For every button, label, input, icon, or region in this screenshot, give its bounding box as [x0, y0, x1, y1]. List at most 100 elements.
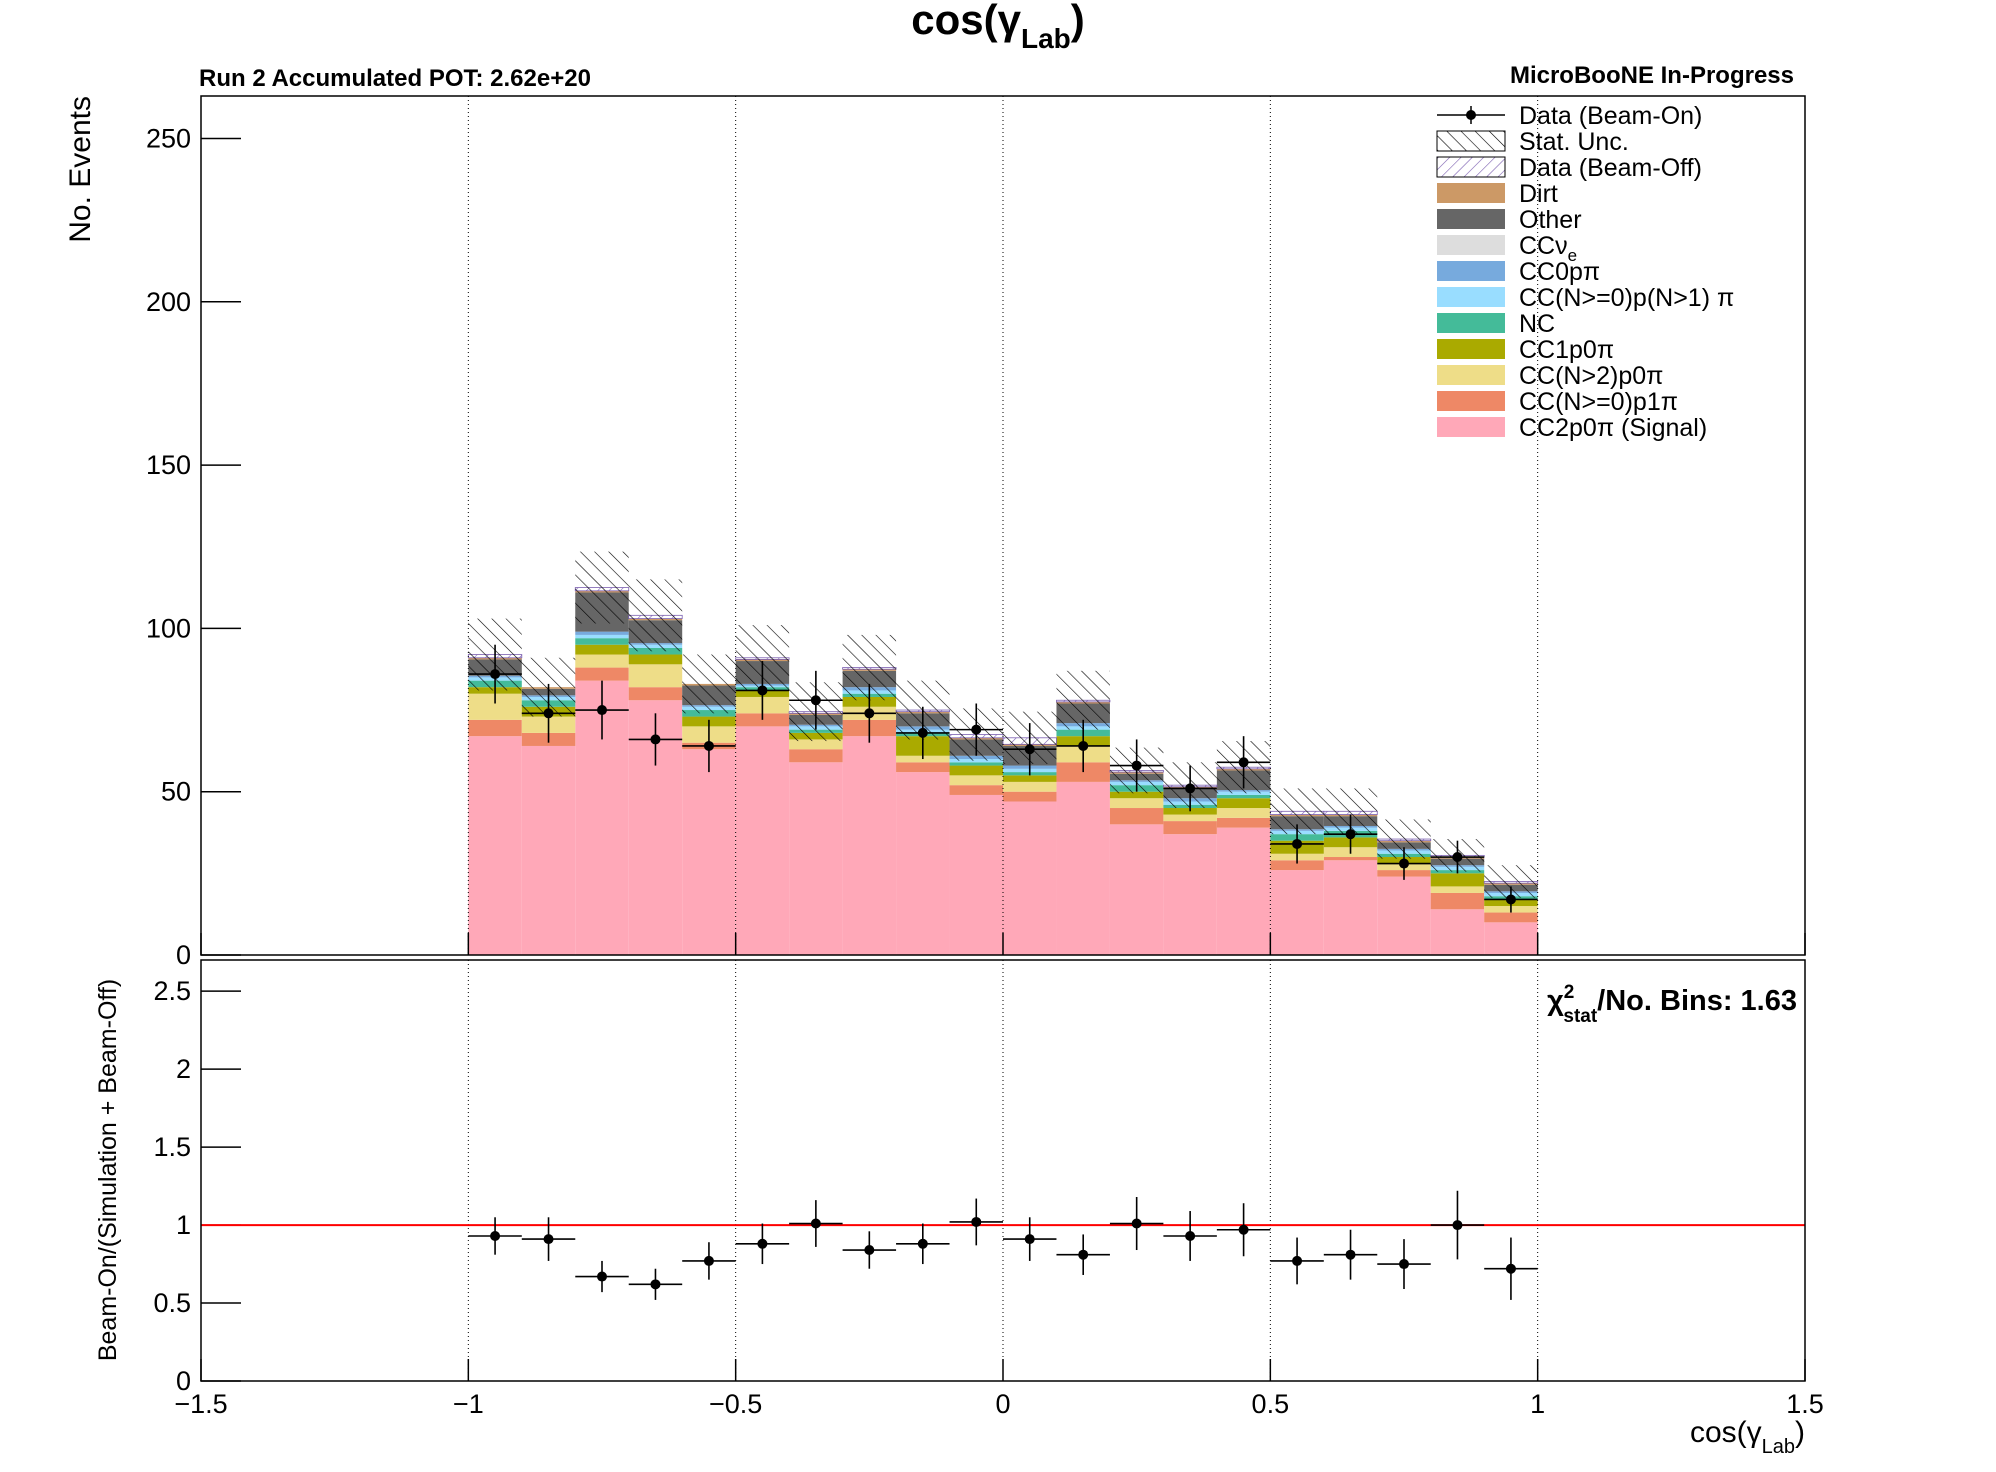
x-tick-label: −1.5: [174, 1389, 227, 1419]
legend-name: Other: [1519, 206, 1582, 234]
legend-label: CCνe: [1519, 232, 1577, 265]
x-label-end: ): [1795, 1416, 1805, 1449]
stack-segment: [1216, 827, 1271, 955]
stack-segment: [1003, 801, 1057, 955]
stack-segment: [1430, 909, 1485, 955]
stack-segment: [949, 794, 1003, 955]
stack-segment: [1056, 762, 1110, 782]
stack-segment: [1484, 922, 1538, 955]
data-point: [1078, 1249, 1089, 1260]
stack-segment: [1323, 860, 1378, 955]
stack-segment: [735, 726, 790, 955]
y-axis-label: No. Events: [64, 96, 97, 243]
data-point: [864, 1245, 875, 1256]
legend-name: Dirt: [1519, 180, 1558, 208]
data-point: [1024, 1234, 1035, 1245]
chi2-annotation: χ2 stat/No. Bins: 1.63: [1547, 982, 1797, 1027]
stack-segment: [1109, 798, 1164, 809]
stat-unc-band: [628, 579, 683, 652]
legend-stat-swatch: [1436, 130, 1506, 152]
legend-swatch: [1437, 339, 1505, 359]
stack-segment: [1484, 912, 1538, 923]
y-tick-label: 0: [176, 940, 191, 970]
x-axis-label: cos(γLab): [1690, 1416, 1805, 1458]
stack-segment: [1109, 824, 1164, 955]
data-point: [597, 1271, 607, 1282]
y-tick-label: 2: [176, 1054, 191, 1084]
legend-swatch: [1437, 183, 1505, 203]
data-point: [971, 1216, 982, 1227]
data-point: [703, 740, 714, 751]
y-tick-label: 0.5: [153, 1288, 191, 1318]
y-tick-label: 200: [146, 287, 191, 317]
data-point: [597, 705, 607, 716]
data-point: [1131, 1218, 1142, 1229]
stack-segment: [1270, 860, 1324, 871]
stat-unc-band: [682, 654, 736, 714]
data-point: [1292, 1255, 1303, 1266]
stack-segment: [1216, 817, 1271, 828]
stack-segment: [842, 736, 897, 955]
data-point: [917, 1238, 928, 1249]
stack-segment: [789, 762, 843, 955]
plot-frame: [200, 959, 1806, 1382]
legend-name: NC: [1519, 310, 1555, 338]
stack-segment: [1430, 873, 1485, 887]
legend-label: Data (Beam-Off): [1519, 154, 1702, 182]
data-point: [864, 708, 875, 719]
stack-segment: [682, 749, 736, 955]
legend-data-marker: [1466, 110, 1476, 120]
stack-segment: [521, 745, 576, 955]
data-point: [1505, 894, 1516, 905]
data-point: [1078, 740, 1089, 751]
legend-label: Other: [1519, 206, 1582, 234]
stack-segment: [468, 719, 522, 737]
x-tick-label: −0.5: [709, 1389, 762, 1419]
y-tick-label: 150: [146, 450, 191, 480]
legend-swatch: [1437, 365, 1505, 385]
stack-segment: [1056, 781, 1110, 955]
legend-name: CC(N>2)p0π: [1519, 362, 1663, 390]
y-tick-label: 1: [176, 1210, 191, 1240]
y-tick-label: 2.5: [153, 976, 191, 1006]
data-point: [703, 1255, 714, 1266]
legend-label: Data (Beam-On): [1519, 102, 1702, 130]
stack-segment: [735, 713, 790, 727]
stack-segment: [896, 762, 950, 773]
stack-segment: [468, 736, 522, 955]
x-tick-label: 1: [1530, 1389, 1545, 1419]
plot-frame: [200, 95, 1806, 956]
legend-label: CC(N>=0)p1π: [1519, 388, 1678, 416]
stack-segment: [1003, 775, 1057, 782]
legend-label: CC1p0π: [1519, 336, 1614, 364]
chi2-sub: stat: [1563, 1006, 1597, 1027]
legend-name: CC(N>=0)p(N>1) π: [1519, 284, 1734, 312]
y-tick-label: 50: [161, 777, 191, 807]
legend-label: Dirt: [1519, 180, 1558, 208]
data-point: [1238, 1224, 1249, 1235]
stack-segment: [949, 762, 1003, 766]
y-tick-label: 1.5: [153, 1132, 191, 1162]
legend-swatch: [1437, 209, 1505, 229]
stack-segment: [575, 654, 629, 668]
legend-swatch: [1436, 156, 1506, 178]
stack-segment: [896, 772, 950, 955]
legend-label: CC2p0π (Signal): [1519, 414, 1707, 442]
data-point: [810, 1218, 821, 1229]
stack-segment: [896, 755, 950, 763]
legend-name: CC(N>=0)p1π: [1519, 388, 1678, 416]
stack-segment: [628, 654, 683, 665]
stack-segment: [1270, 870, 1324, 955]
stack-segment: [628, 687, 683, 701]
x-label-sub: Lab: [1762, 1436, 1795, 1458]
legend-swatch: [1437, 391, 1505, 411]
title-sub: Lab: [1021, 23, 1071, 54]
data-point: [650, 1279, 661, 1290]
data-point: [1345, 829, 1356, 840]
stack-segment: [1377, 876, 1431, 955]
stack-segment: [1430, 886, 1485, 893]
legend-name: CC2p0π (Signal): [1519, 414, 1707, 442]
legend-swatch: [1437, 235, 1505, 255]
x-tick-label: −1: [453, 1389, 484, 1419]
legend-name: CC1p0π: [1519, 336, 1614, 364]
